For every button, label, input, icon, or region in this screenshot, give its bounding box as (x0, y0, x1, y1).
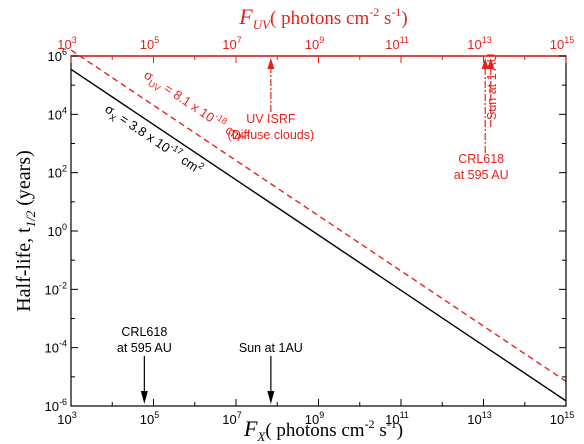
y-tick-label: 100 (48, 222, 67, 239)
x2-tick-label: 105 (140, 35, 159, 52)
x-tick-label: 1011 (385, 410, 409, 427)
x-tick-label: 1015 (550, 410, 574, 427)
x-tick-label: 105 (140, 410, 159, 427)
series-layer (70, 49, 567, 402)
y-tick-label: 10-2 (45, 280, 67, 297)
annotation-arrowhead (267, 58, 275, 69)
annotation-arrowhead (267, 391, 275, 404)
x2-tick-label: 1013 (467, 35, 491, 52)
annotation-text: (Diffuse clouds) (228, 128, 315, 142)
annotation-text: Sun at 1 AU (485, 53, 499, 120)
x-tick-label: 107 (222, 410, 241, 427)
x2-tick-label: 103 (57, 35, 76, 52)
x2-axis-title: FUV( photons cm-2 s-1) (238, 4, 408, 32)
y-tick-label: 10-6 (45, 397, 67, 414)
annotation-3: CRL618 at 595 AU (454, 58, 509, 182)
x2-tick-label: 109 (305, 35, 324, 52)
y-tick-label: 104 (48, 105, 67, 122)
annotation-arrowhead (140, 391, 148, 404)
annotation-text: CRL618 (121, 325, 167, 339)
annotation-text: Sun at 1AU (239, 341, 303, 355)
annotation-text: CRL618 (458, 152, 504, 166)
annotation-1: Sun at 1AU (239, 341, 303, 404)
axes-layer (70, 55, 567, 407)
annotation-arrowhead (487, 58, 495, 69)
annotation-text: UV ISRF (246, 112, 296, 126)
annotation-0: CRL618 at 595 AU (117, 325, 172, 404)
annotation-2: UV ISRF (Diffuse clouds) (228, 58, 315, 142)
annotation-text: at 595 AU (117, 341, 172, 355)
x2-tick-label: 107 (222, 35, 241, 52)
x2-tick-label: 1015 (550, 35, 574, 52)
x-tick-label: 109 (305, 410, 324, 427)
x-tick-label: 103 (57, 410, 76, 427)
annotation-text: at 595 AU (454, 168, 509, 182)
annotation-arrowhead (481, 58, 489, 69)
y-tick-label: 106 (48, 47, 67, 64)
x2-tick-label: 1011 (385, 35, 409, 52)
x-axis-title: FX( photons cm-2 s-1) (243, 416, 403, 444)
series-line-0 (70, 68, 567, 402)
y-axis-title: Half-life, t1/2 (years) (13, 150, 38, 312)
y-tick-label: 102 (48, 164, 67, 181)
annotation-4: Sun at 1 AU (485, 53, 499, 127)
x-tick-label: 1013 (467, 410, 491, 427)
y-tick-label: 10-4 (45, 339, 67, 356)
annotation-layer: CRL618 at 595 AU Sun at 1AU UV ISRF (Diffuse… (117, 53, 509, 404)
